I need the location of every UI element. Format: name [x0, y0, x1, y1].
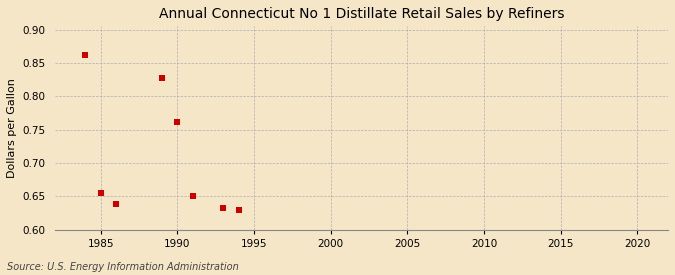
Title: Annual Connecticut No 1 Distillate Retail Sales by Refiners: Annual Connecticut No 1 Distillate Retai… — [159, 7, 564, 21]
Point — [218, 206, 229, 211]
Y-axis label: Dollars per Gallon: Dollars per Gallon — [7, 78, 17, 178]
Point — [157, 75, 167, 80]
Point — [172, 120, 183, 124]
Text: Source: U.S. Energy Information Administration: Source: U.S. Energy Information Administ… — [7, 262, 238, 272]
Point — [234, 208, 244, 212]
Point — [80, 53, 90, 57]
Point — [111, 202, 122, 207]
Point — [95, 191, 106, 195]
Point — [187, 194, 198, 199]
